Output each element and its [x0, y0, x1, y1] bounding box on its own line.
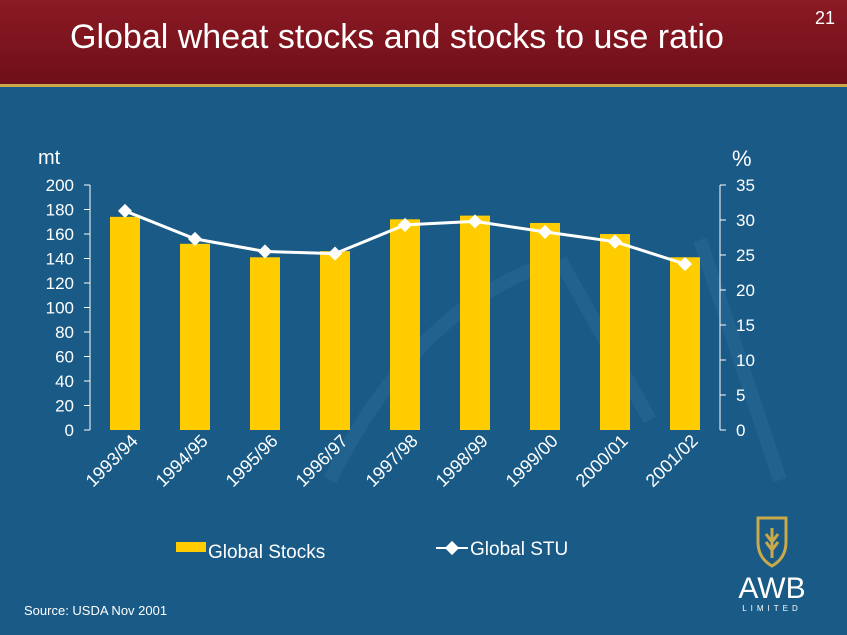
legend-stocks-label: Global Stocks [208, 542, 325, 563]
category-label: 1996/97 [292, 431, 352, 491]
logo-subtext: LIMITED [742, 604, 802, 612]
left-tick-label: 60 [55, 348, 74, 367]
left-tick-label: 20 [55, 397, 74, 416]
left-tick-label: 100 [46, 299, 74, 318]
left-tick-label: 180 [46, 201, 74, 220]
left-tick-label: 40 [55, 372, 74, 391]
stu-point [677, 257, 693, 272]
stocks-bar [460, 215, 490, 430]
legend-stu-label: Global STU [470, 539, 568, 560]
left-tick-label: 140 [46, 250, 74, 269]
right-tick-label: 25 [736, 246, 755, 265]
stocks-bar [180, 243, 210, 430]
right-tick-label: 0 [736, 421, 745, 440]
legend-bar-swatch [176, 542, 206, 552]
slide-title: Global wheat stocks and stocks to use ra… [70, 18, 724, 56]
legend-diamond-marker [444, 540, 460, 556]
logo-wordmark: AWB [738, 572, 805, 605]
left-tick-label: 160 [46, 225, 74, 244]
left-tick-label: 120 [46, 274, 74, 293]
right-axis-label: % [732, 146, 752, 171]
category-label: 1994/95 [152, 431, 212, 491]
stocks-bar [600, 234, 630, 430]
right-tick-label: 20 [736, 281, 755, 300]
stocks-bar [250, 257, 280, 430]
slide-number: 21 [814, 8, 835, 28]
stocks-bar [320, 251, 350, 430]
right-tick-label: 5 [736, 386, 745, 405]
right-tick-label: 35 [736, 176, 755, 195]
category-label: 2000/01 [572, 431, 632, 491]
stocks-bar [530, 222, 560, 430]
category-label: 1999/00 [502, 431, 562, 491]
left-axis-label: mt [38, 147, 61, 169]
right-tick-label: 10 [736, 351, 755, 370]
stocks-bar [390, 219, 420, 430]
stu-point [117, 203, 133, 218]
category-label: 1997/98 [362, 431, 422, 491]
stu-point [467, 214, 483, 229]
stu-point [327, 246, 343, 261]
left-tick-label: 200 [46, 176, 74, 195]
left-tick-label: 80 [55, 323, 74, 342]
left-tick-label: 0 [65, 421, 74, 440]
source-note: Source: USDA Nov 2001 [24, 603, 168, 618]
chart-legend: Global Stocks Global STU [176, 539, 568, 563]
right-tick-label: 30 [736, 211, 755, 230]
stu-point [607, 234, 623, 249]
slide-header [0, 0, 847, 84]
stocks-bar [670, 257, 700, 430]
category-label: 1998/99 [432, 431, 492, 491]
category-label: 2001/02 [642, 431, 702, 491]
stu-point [257, 244, 273, 259]
stocks-bar [110, 216, 140, 430]
category-label: 1995/96 [222, 431, 282, 491]
awb-logo: AWB LIMITED [738, 516, 806, 612]
stu-point [187, 231, 203, 246]
header-divider [0, 84, 847, 87]
stu-point [397, 217, 413, 232]
wheat-shield-icon [756, 516, 788, 568]
category-label: 1993/94 [82, 431, 142, 491]
stu-point [537, 224, 553, 239]
right-tick-label: 15 [736, 316, 755, 335]
